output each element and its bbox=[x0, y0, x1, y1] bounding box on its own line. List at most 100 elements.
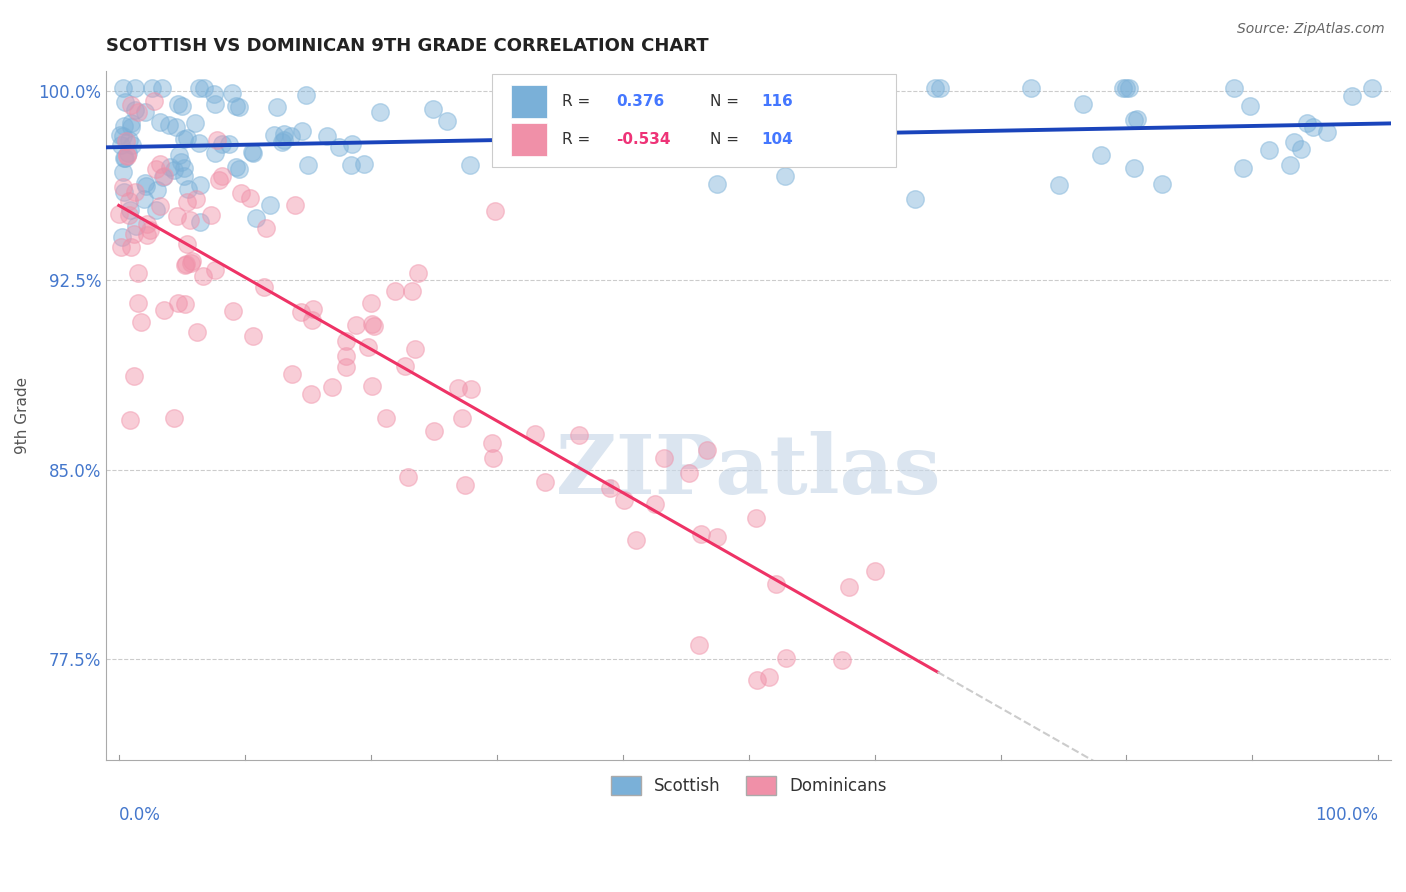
Point bbox=[451, 410, 474, 425]
Point bbox=[111, 81, 134, 95]
Point bbox=[239, 191, 262, 205]
Point bbox=[1316, 125, 1339, 139]
Bar bbox=[510, 86, 547, 119]
Point bbox=[146, 183, 169, 197]
Legend: Scottish, Dominicans: Scottish, Dominicans bbox=[605, 769, 893, 802]
Point bbox=[335, 359, 357, 374]
Point bbox=[1282, 135, 1305, 149]
Point bbox=[242, 145, 264, 159]
Point bbox=[124, 103, 146, 118]
Point bbox=[340, 137, 363, 152]
Point bbox=[211, 136, 233, 151]
Text: Source: ZipAtlas.com: Source: ZipAtlas.com bbox=[1237, 22, 1385, 37]
Point bbox=[114, 134, 136, 148]
Point bbox=[111, 180, 134, 194]
Point bbox=[368, 104, 391, 119]
Point bbox=[112, 119, 135, 133]
Point bbox=[315, 128, 337, 143]
Point bbox=[127, 105, 149, 120]
Point bbox=[773, 169, 796, 183]
FancyBboxPatch shape bbox=[492, 74, 897, 168]
Point bbox=[775, 650, 797, 665]
Point bbox=[335, 349, 357, 363]
Point bbox=[481, 435, 503, 450]
Point bbox=[191, 268, 214, 283]
Point bbox=[1150, 178, 1173, 192]
Point bbox=[398, 470, 420, 484]
Point bbox=[690, 527, 713, 541]
Point bbox=[118, 194, 141, 208]
Text: -0.534: -0.534 bbox=[616, 132, 671, 147]
Point bbox=[118, 203, 141, 218]
Bar bbox=[510, 123, 547, 156]
Point bbox=[180, 253, 202, 268]
Point bbox=[134, 176, 156, 190]
Point bbox=[321, 380, 343, 394]
Point bbox=[149, 115, 172, 129]
Text: R =: R = bbox=[562, 95, 595, 109]
Point bbox=[167, 296, 190, 310]
Point bbox=[153, 303, 176, 318]
Y-axis label: 9th Grade: 9th Grade bbox=[15, 377, 30, 454]
Point bbox=[176, 182, 198, 196]
Text: N =: N = bbox=[710, 132, 744, 147]
Point bbox=[173, 132, 195, 146]
Point bbox=[904, 192, 927, 206]
Point bbox=[454, 477, 477, 491]
Point bbox=[166, 209, 188, 223]
Point bbox=[134, 179, 156, 194]
Text: SCOTTISH VS DOMINICAN 9TH GRADE CORRELATION CHART: SCOTTISH VS DOMINICAN 9TH GRADE CORRELAT… bbox=[107, 37, 709, 55]
Point bbox=[165, 120, 187, 135]
Point bbox=[120, 240, 142, 254]
Point bbox=[149, 199, 172, 213]
Point bbox=[458, 158, 481, 172]
Point bbox=[335, 334, 357, 348]
Point bbox=[222, 303, 245, 318]
Point bbox=[361, 318, 384, 332]
Point bbox=[186, 325, 208, 339]
Point bbox=[205, 133, 228, 147]
Point bbox=[1123, 161, 1146, 175]
Point bbox=[115, 148, 138, 162]
Point bbox=[524, 426, 547, 441]
Point bbox=[568, 427, 591, 442]
Point bbox=[141, 81, 163, 95]
Point bbox=[1112, 81, 1135, 95]
Point bbox=[131, 315, 153, 329]
Point bbox=[745, 673, 768, 687]
Point bbox=[1071, 97, 1094, 112]
Point bbox=[357, 341, 380, 355]
Point bbox=[188, 136, 211, 150]
Text: R =: R = bbox=[562, 132, 595, 147]
Point bbox=[221, 86, 243, 100]
Point bbox=[706, 530, 728, 544]
Point bbox=[121, 138, 143, 153]
Point bbox=[1118, 81, 1140, 95]
Point bbox=[831, 653, 853, 667]
Point bbox=[405, 342, 427, 356]
Point bbox=[122, 368, 145, 383]
Point bbox=[765, 577, 787, 591]
Point bbox=[1361, 81, 1384, 95]
Point bbox=[180, 256, 202, 270]
Point bbox=[120, 120, 142, 134]
Point bbox=[360, 295, 382, 310]
Point bbox=[150, 81, 173, 95]
Point bbox=[328, 140, 350, 154]
Point bbox=[745, 510, 768, 524]
Point bbox=[132, 192, 155, 206]
Point bbox=[259, 197, 281, 211]
Point bbox=[124, 219, 146, 233]
Point bbox=[145, 162, 167, 177]
Point bbox=[1090, 148, 1112, 162]
Point bbox=[266, 100, 288, 114]
Point bbox=[188, 215, 211, 229]
Text: 104: 104 bbox=[762, 132, 793, 147]
Point bbox=[184, 193, 207, 207]
Point bbox=[297, 158, 319, 172]
Point bbox=[290, 304, 312, 318]
Point bbox=[929, 81, 952, 95]
Point bbox=[1047, 178, 1070, 192]
Point bbox=[484, 204, 506, 219]
Point bbox=[108, 128, 131, 142]
